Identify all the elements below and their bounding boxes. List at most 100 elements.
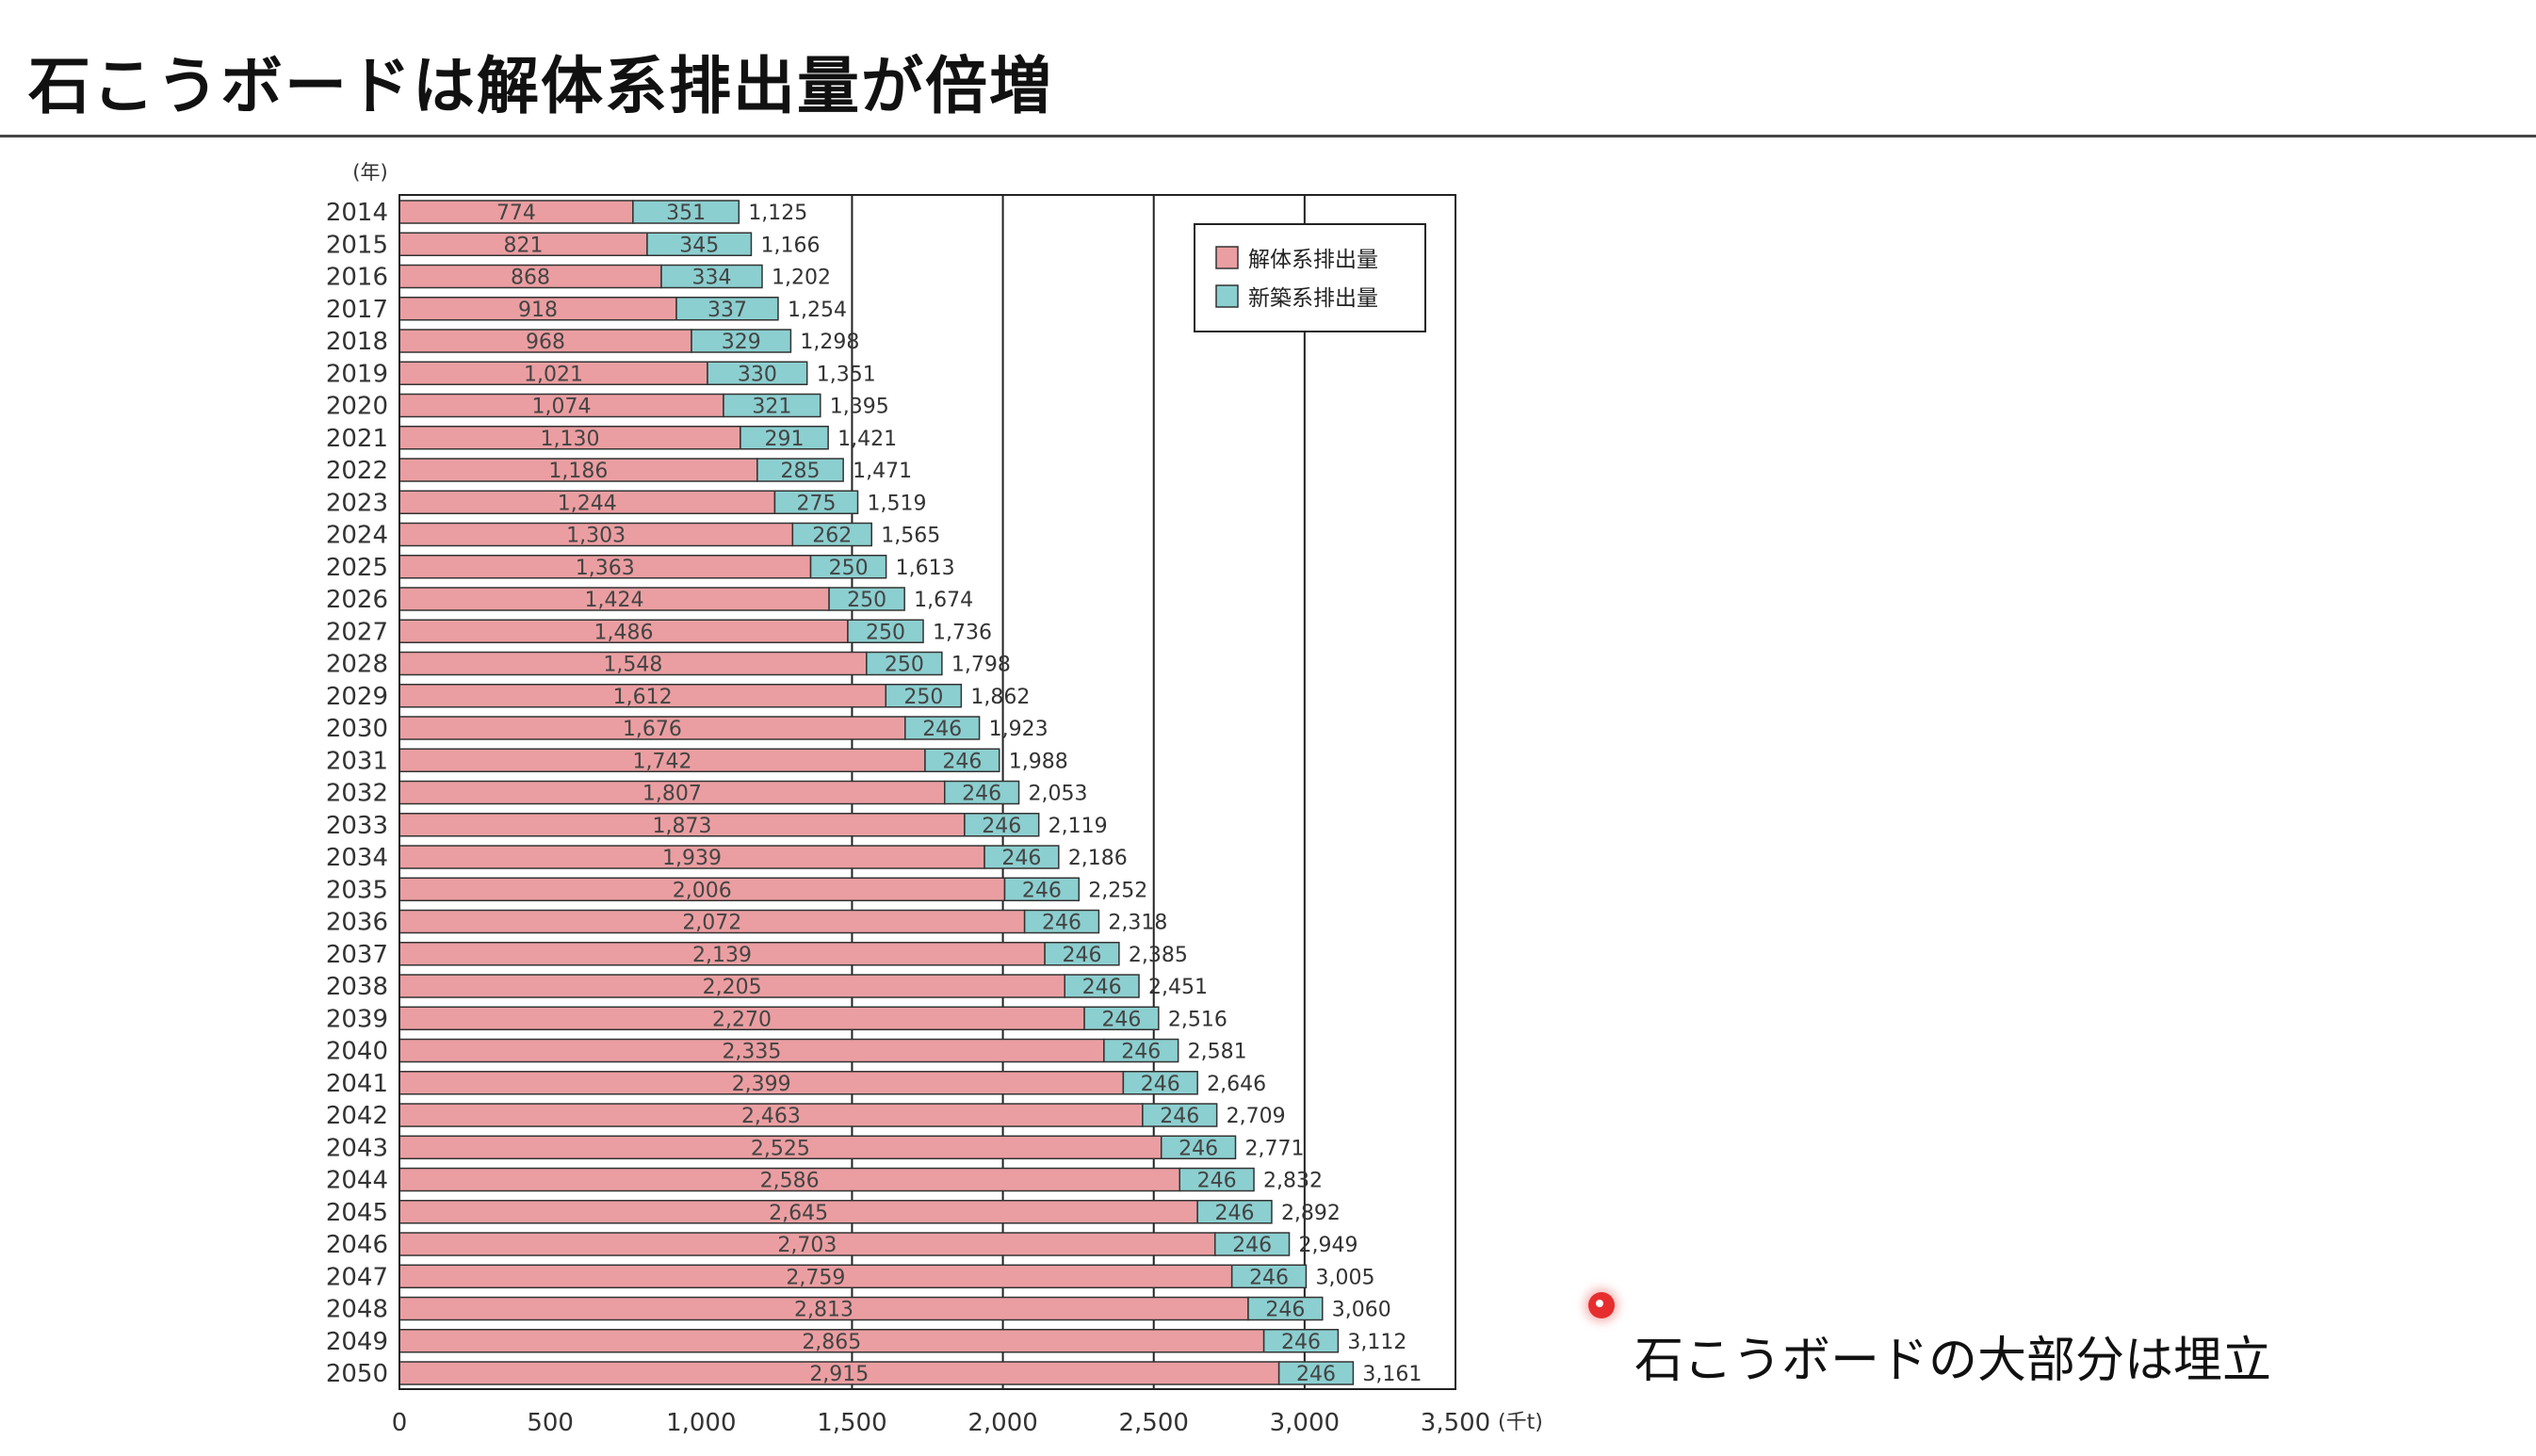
bar-demolition-segment xyxy=(398,264,662,289)
x-tick-label: 0 xyxy=(392,1409,408,1437)
y-tick-label: 2030 xyxy=(326,715,388,743)
data-label-total: 2,581 xyxy=(1188,1041,1247,1064)
y-tick-label: 2026 xyxy=(326,586,388,614)
y-tick-label: 2048 xyxy=(326,1296,388,1324)
bar-new-construction-segment xyxy=(1023,909,1100,934)
y-tick-label: 2016 xyxy=(326,264,388,292)
data-label-total: 1,166 xyxy=(760,234,820,257)
bar-new-construction-segment xyxy=(847,619,924,643)
y-tick-label: 2029 xyxy=(326,683,388,711)
x-tick-label: 2,000 xyxy=(967,1409,1037,1437)
bar-new-construction-segment xyxy=(964,813,1040,837)
data-label-total: 3,161 xyxy=(1362,1363,1422,1386)
data-label-demolition: 1,486 xyxy=(593,621,653,644)
data-label-total: 2,186 xyxy=(1068,847,1128,870)
data-label-new-construction: 250 xyxy=(903,686,943,709)
data-label-new-construction: 351 xyxy=(666,202,706,225)
bar-demolition-segment xyxy=(398,555,812,579)
data-label-demolition: 968 xyxy=(526,331,565,354)
y-tick-label: 2023 xyxy=(326,489,388,517)
data-label-total: 1,798 xyxy=(951,654,1011,677)
data-label-new-construction: 285 xyxy=(780,460,820,483)
bar-new-construction-segment xyxy=(924,748,1000,772)
data-label-total: 1,674 xyxy=(914,589,973,612)
data-label-new-construction: 246 xyxy=(1232,1234,1272,1257)
data-label-demolition: 1,612 xyxy=(613,686,673,709)
data-label-demolition: 2,915 xyxy=(809,1363,869,1386)
bar-new-construction-segment xyxy=(809,555,887,579)
data-label-total: 1,254 xyxy=(788,299,847,322)
data-label-total: 3,112 xyxy=(1347,1331,1406,1354)
data-label-new-construction: 334 xyxy=(691,267,731,290)
y-tick-label: 2019 xyxy=(326,360,388,388)
bar-new-construction-segment xyxy=(866,651,943,676)
legend-label-demolition: 解体系排出量 xyxy=(1248,248,1378,272)
x-tick-label: 1,500 xyxy=(817,1409,886,1437)
bar-new-construction-segment xyxy=(984,845,1060,869)
y-tick-label: 2033 xyxy=(326,812,388,840)
data-label-demolition: 1,021 xyxy=(524,363,583,386)
data-label-demolition: 1,074 xyxy=(532,396,592,419)
bar-new-construction-segment xyxy=(632,200,740,224)
data-label-total: 1,471 xyxy=(853,460,912,483)
data-label-demolition: 2,759 xyxy=(786,1266,845,1289)
bar-demolition-segment xyxy=(398,974,1065,998)
data-label-new-construction: 246 xyxy=(1265,1299,1305,1322)
data-label-demolition: 2,645 xyxy=(769,1202,828,1225)
data-label-total: 1,395 xyxy=(830,396,889,419)
data-label-total: 2,832 xyxy=(1263,1170,1323,1193)
data-label-new-construction: 246 xyxy=(922,718,962,741)
data-label-new-construction: 246 xyxy=(1022,879,1062,902)
data-label-demolition: 1,873 xyxy=(652,815,711,838)
data-label-total: 2,385 xyxy=(1129,944,1188,967)
bar-new-construction-segment xyxy=(1196,1200,1273,1224)
data-label-demolition: 1,363 xyxy=(576,557,635,580)
bar-new-construction-segment xyxy=(904,716,981,740)
bar-new-construction-segment xyxy=(646,232,753,256)
data-label-new-construction: 321 xyxy=(752,396,791,419)
data-label-total: 2,709 xyxy=(1227,1105,1286,1128)
data-label-demolition: 2,205 xyxy=(703,976,762,999)
bar-demolition-segment xyxy=(398,1200,1198,1224)
data-label-new-construction: 250 xyxy=(866,621,905,644)
bar-new-construction-segment xyxy=(1064,974,1140,998)
y-tick-label: 2045 xyxy=(326,1199,388,1227)
y-tick-label: 2046 xyxy=(326,1231,388,1259)
data-label-demolition: 2,865 xyxy=(802,1331,861,1354)
data-label-new-construction: 246 xyxy=(1249,1266,1289,1289)
y-tick-label: 2040 xyxy=(326,1038,388,1066)
data-label-total: 1,565 xyxy=(881,525,940,548)
bar-new-construction-segment xyxy=(740,426,829,450)
data-label-total: 1,351 xyxy=(817,363,876,386)
data-label-demolition: 821 xyxy=(503,234,543,257)
data-label-demolition: 2,006 xyxy=(673,879,732,902)
data-label-total: 2,771 xyxy=(1245,1137,1305,1160)
x-tick-label: 3,000 xyxy=(1270,1409,1340,1437)
data-label-new-construction: 246 xyxy=(1141,1073,1180,1096)
y-tick-label: 2041 xyxy=(326,1070,388,1098)
data-label-total: 3,060 xyxy=(1332,1299,1391,1322)
data-label-total: 2,053 xyxy=(1029,783,1088,806)
y-tick-label: 2027 xyxy=(326,618,388,646)
y-tick-label: 2022 xyxy=(326,457,388,485)
data-label-new-construction: 330 xyxy=(738,363,777,386)
bar-new-construction-segment xyxy=(1103,1038,1179,1063)
data-label-total: 2,451 xyxy=(1148,976,1208,999)
bar-demolition-segment xyxy=(398,909,1026,934)
y-tick-label: 2015 xyxy=(326,231,388,259)
bar-demolition-segment xyxy=(398,1264,1233,1288)
data-label-total: 2,646 xyxy=(1207,1073,1266,1096)
data-label-total: 2,516 xyxy=(1168,1008,1227,1031)
legend-box xyxy=(1194,223,1426,332)
data-label-new-construction: 246 xyxy=(1082,976,1122,999)
bar-new-construction-segment xyxy=(1083,1006,1160,1030)
data-label-new-construction: 337 xyxy=(707,299,747,322)
y-tick-label: 2018 xyxy=(326,328,388,356)
data-label-total: 2,119 xyxy=(1049,815,1108,838)
bar-new-construction-segment xyxy=(885,684,963,708)
data-label-demolition: 774 xyxy=(496,202,536,225)
data-label-total: 1,202 xyxy=(772,267,831,290)
bar-demolition-segment xyxy=(398,200,634,224)
y-tick-label: 2049 xyxy=(326,1328,388,1356)
data-label-total: 1,862 xyxy=(970,686,1030,709)
